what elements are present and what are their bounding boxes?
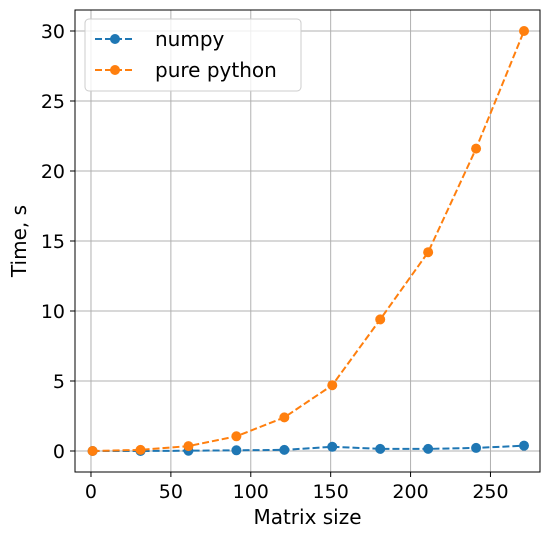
data-point-pure-python	[375, 314, 386, 325]
y-tick-label: 25	[41, 91, 65, 113]
data-point-numpy	[279, 444, 290, 455]
data-point-numpy	[231, 445, 242, 456]
x-tick-label: 150	[313, 481, 349, 503]
y-tick-label: 10	[41, 301, 65, 323]
data-point-numpy	[375, 443, 386, 454]
data-point-pure-python	[519, 26, 530, 36]
data-point-pure-python	[135, 444, 146, 455]
x-tick-label: 50	[159, 481, 183, 503]
y-tick-label: 15	[41, 231, 65, 253]
y-tick-label: 5	[53, 371, 65, 393]
data-point-numpy	[471, 442, 482, 453]
data-point-numpy	[327, 441, 338, 452]
legend: numpy pure python	[84, 18, 302, 92]
data-point-pure-python	[327, 380, 338, 391]
series-pure-python	[87, 26, 530, 456]
data-point-pure-python	[87, 446, 98, 456]
x-axis-label: Matrix size	[253, 505, 361, 529]
data-point-numpy	[423, 443, 434, 454]
legend-items: numpy pure python	[95, 27, 277, 82]
legend-box	[84, 18, 302, 92]
legend-entry-pure-python: pure python	[95, 58, 277, 82]
x-tick-label: 200	[392, 481, 428, 503]
y-tick-label: 20	[41, 161, 65, 183]
x-tick-label: 250	[472, 481, 508, 503]
legend-marker	[110, 34, 120, 44]
legend-label: numpy	[155, 27, 225, 51]
legend-label: pure python	[155, 58, 277, 82]
data-point-pure-python	[231, 431, 242, 442]
x-tick-label: 0	[85, 481, 97, 503]
data-point-pure-python	[279, 412, 290, 423]
data-point-pure-python	[423, 247, 434, 258]
legend-entry-numpy: numpy	[95, 27, 225, 51]
legend-marker	[110, 65, 120, 75]
y-axis-label: Time, s	[7, 205, 31, 278]
data-point-pure-python	[471, 143, 482, 154]
series-line-numpy	[92, 444, 525, 452]
data-point-numpy	[519, 440, 530, 451]
series-line-pure-python	[92, 30, 525, 452]
x-tick-label: 100	[233, 481, 269, 503]
axis-ticks: 0 50 100 150 200 250 0 5 10 15 20 25 30	[41, 21, 509, 503]
plot-series	[87, 26, 530, 456]
y-tick-label: 0	[53, 441, 65, 463]
data-point-pure-python	[183, 441, 194, 452]
y-tick-label: 30	[41, 21, 65, 43]
